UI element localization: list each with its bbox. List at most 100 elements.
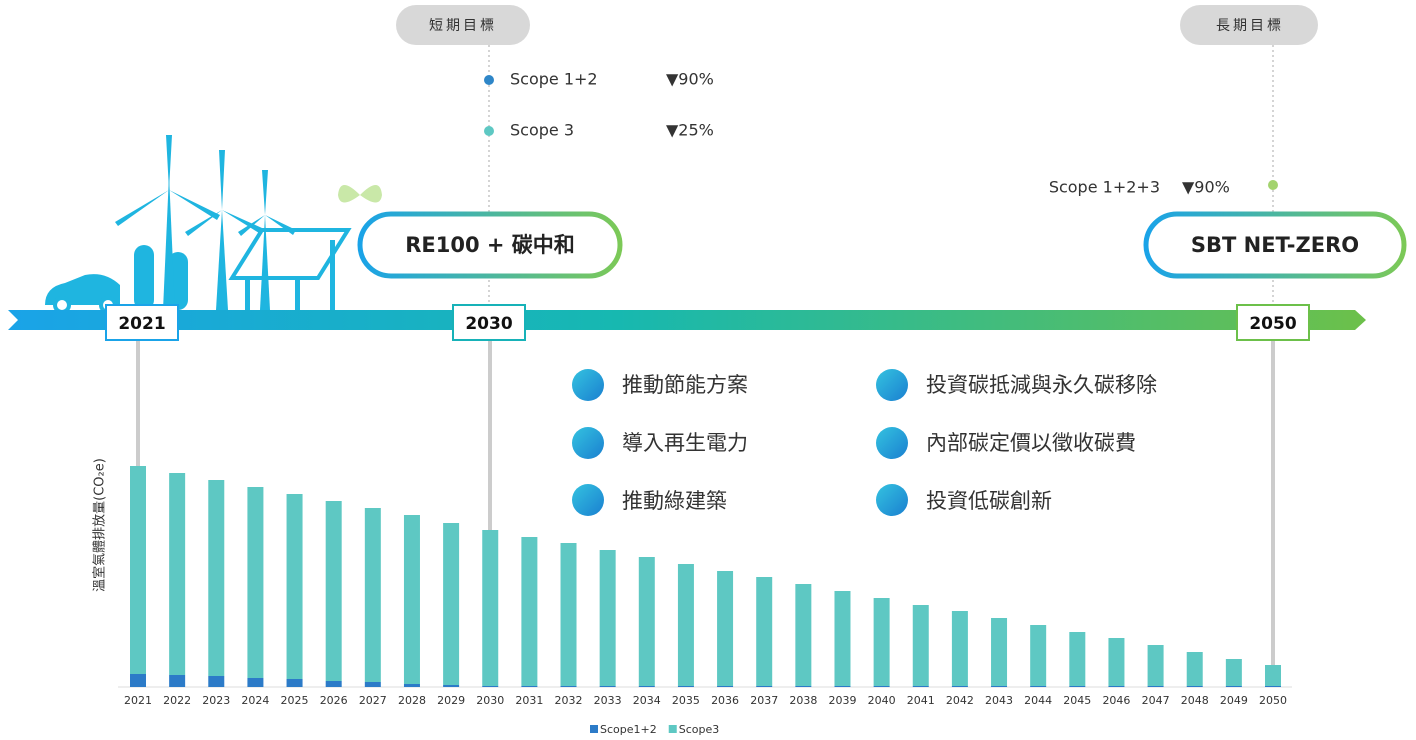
y-axis-label: 溫室氣體排放量(CO₂e) [92, 458, 108, 592]
bar [1108, 686, 1124, 687]
x-tick-label: 2032 [555, 694, 583, 707]
x-tick-label: 2036 [711, 694, 739, 707]
x-tick-label: 2022 [163, 694, 191, 707]
bar [482, 530, 498, 686]
bar [678, 686, 694, 687]
x-tick-label: 2029 [437, 694, 465, 707]
x-tick-label: 2024 [241, 694, 269, 707]
bar [913, 686, 929, 687]
action-icon [572, 484, 604, 516]
bar [1148, 645, 1164, 686]
x-tick-label: 2034 [633, 694, 661, 707]
bar [639, 686, 655, 687]
target-dot [484, 126, 494, 136]
bar [521, 686, 537, 687]
x-tick-label: 2040 [868, 694, 896, 707]
bar [1226, 686, 1242, 687]
turbine-blades [238, 170, 296, 236]
x-tick-label: 2047 [1142, 694, 1170, 707]
bar [404, 515, 420, 684]
bar [247, 487, 263, 678]
bar [443, 685, 459, 687]
bar [1148, 686, 1164, 687]
bar [913, 605, 929, 686]
x-tick-label: 2028 [398, 694, 426, 707]
action-text: 導入再生電力 [622, 431, 748, 455]
x-tick-label: 2025 [281, 694, 309, 707]
bar [756, 686, 772, 687]
bar [287, 494, 303, 679]
bar [874, 686, 890, 687]
badge-text: SBT NET-ZERO [1191, 233, 1359, 257]
bar [952, 686, 968, 687]
x-tick-label: 2049 [1220, 694, 1248, 707]
butterfly [338, 185, 382, 203]
bar [991, 618, 1007, 686]
bar [208, 676, 224, 687]
bar [208, 480, 224, 676]
bar [326, 501, 342, 681]
legend-swatch [590, 725, 598, 733]
legend-label: Scope1+2 [600, 723, 657, 736]
wheel [55, 298, 69, 312]
turbine-blades [185, 150, 262, 236]
x-tick-label: 2030 [476, 694, 504, 707]
bar [287, 679, 303, 687]
x-tick-label: 2037 [750, 694, 778, 707]
target-dot [484, 75, 494, 85]
bar [365, 682, 381, 687]
illustration [45, 135, 382, 312]
bar [717, 571, 733, 686]
bar [130, 674, 146, 687]
legend-swatch [669, 725, 677, 733]
target-change: ▼90% [666, 70, 714, 89]
panel-leg [245, 278, 250, 310]
bar [678, 564, 694, 686]
timeline [8, 310, 1366, 330]
bar [600, 550, 616, 686]
x-tick-label: 2031 [515, 694, 543, 707]
x-tick-label: 2023 [202, 694, 230, 707]
bar [482, 686, 498, 687]
bar [1226, 659, 1242, 686]
bar [1030, 625, 1046, 686]
bar [1187, 686, 1203, 687]
bar [169, 675, 185, 687]
action-text: 內部碳定價以徵收碳費 [926, 431, 1136, 455]
legend-label: Scope3 [679, 723, 720, 736]
tag-text: 短期目標 [429, 18, 497, 34]
x-tick-label: 2035 [672, 694, 700, 707]
x-tick-label: 2041 [907, 694, 935, 707]
action-icon [876, 484, 908, 516]
bar [795, 686, 811, 687]
target-change: ▼90% [1182, 178, 1230, 197]
x-tick-label: 2033 [594, 694, 622, 707]
turbine [216, 210, 228, 310]
x-tick-label: 2021 [124, 694, 152, 707]
bar [874, 598, 890, 686]
action-text: 推動節能方案 [622, 373, 748, 397]
bar [1069, 686, 1085, 687]
target-label: Scope 1+2 [510, 70, 598, 89]
target-label: Scope 3 [510, 121, 574, 140]
bar [756, 577, 772, 686]
x-tick-label: 2042 [946, 694, 974, 707]
action-icon [572, 369, 604, 401]
x-tick-label: 2043 [985, 694, 1013, 707]
bar [247, 678, 263, 687]
bar [365, 508, 381, 682]
tag-text: 長期目標 [1216, 18, 1284, 34]
target-dot [1268, 180, 1278, 190]
action-text: 投資碳抵減與永久碳移除 [926, 373, 1157, 397]
bar [1030, 686, 1046, 687]
x-tick-label: 2039 [828, 694, 856, 707]
x-tick-label: 2050 [1259, 694, 1287, 707]
bar [952, 611, 968, 686]
bar [1187, 652, 1203, 686]
action-icon [876, 427, 908, 459]
panel-leg [330, 240, 335, 310]
x-tick-label: 2044 [1024, 694, 1052, 707]
bar [1069, 632, 1085, 686]
year-label: 2030 [465, 314, 512, 334]
charger [134, 245, 154, 310]
